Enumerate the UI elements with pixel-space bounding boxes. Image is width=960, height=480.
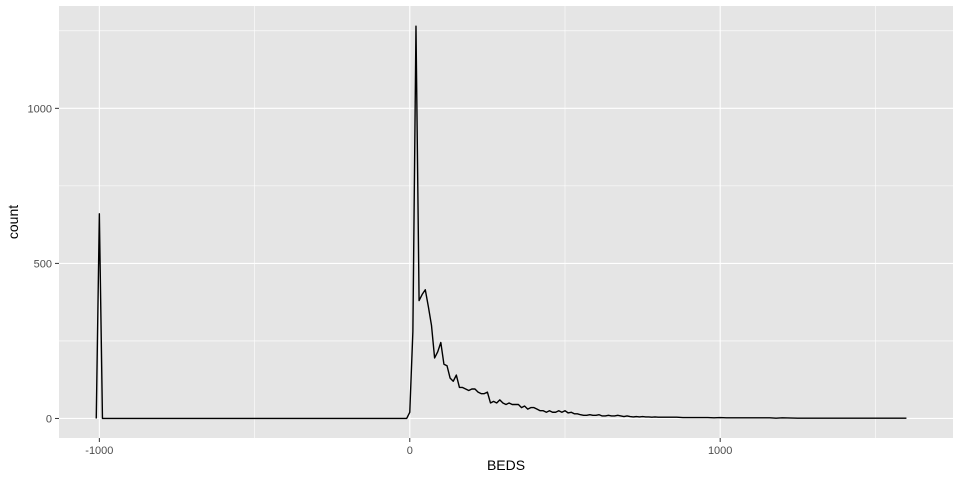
y-axis: 0 500 1000 <box>28 103 59 425</box>
x-axis: -1000 0 1000 <box>85 438 732 457</box>
x-tick-label-1: 0 <box>407 445 413 457</box>
plot-panel <box>59 6 953 438</box>
x-tick-label-2: 1000 <box>708 445 732 457</box>
y-tick-label-0: 0 <box>46 413 52 425</box>
y-tick-label-2: 1000 <box>28 103 52 115</box>
y-tick-label-1: 500 <box>34 258 52 270</box>
minor-gridlines <box>59 6 953 438</box>
series-line <box>95 25 907 420</box>
x-tick-label-0: -1000 <box>85 445 113 457</box>
x-axis-title: BEDS <box>487 457 525 473</box>
y-axis-title: count <box>5 205 21 239</box>
